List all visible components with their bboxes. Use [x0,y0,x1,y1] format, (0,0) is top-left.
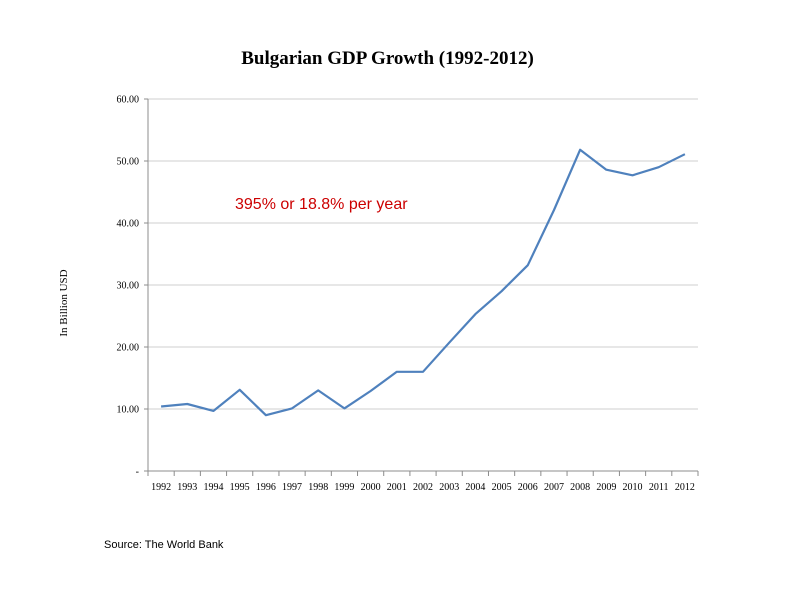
series-lines [160,148,686,417]
x-tick-label: 2011 [649,482,669,493]
y-tick-label: 50.00 [117,157,140,168]
series-line [160,148,686,417]
x-tick-label: 2012 [675,482,695,493]
growth-annotation: 395% or 18.8% per year [235,196,408,213]
y-tick-label: 60.00 [117,95,140,106]
chart-title: Bulgarian GDP Growth (1992-2012) [241,48,534,69]
x-tick-label: 2008 [570,482,590,493]
y-tick-labels: - 10.00 20.00 30.00 40.00 50.00 60.00 [117,95,140,478]
y-tick-label: - [136,467,139,478]
x-tick-label: 1997 [282,482,302,493]
x-tick-label: 1996 [256,482,276,493]
x-tick-label: 2005 [492,482,512,493]
x-tick-label: 1992 [151,482,171,493]
y-tick-label: 40.00 [117,219,140,230]
x-tick-label: 2001 [387,482,407,493]
x-tick-label: 2010 [623,482,643,493]
gridlines [148,98,698,410]
x-tick-label: 1993 [177,482,197,493]
x-tick-label: 2004 [465,482,485,493]
x-tick-label: 1999 [334,482,354,493]
axes [144,98,699,476]
x-tick-label: 2006 [518,482,538,493]
y-tick-label: 20.00 [117,343,140,354]
x-tick-label: 1998 [308,482,328,493]
y-tick-label: 10.00 [117,405,140,416]
x-tick-label: 2007 [544,482,564,493]
x-tick-label: 2002 [413,482,433,493]
x-tick-label: 1994 [203,482,223,493]
x-tick-label: 2009 [596,482,616,493]
x-tick-label: 2000 [361,482,381,493]
y-tick-label: 30.00 [117,281,140,292]
x-tick-label: 1995 [230,482,250,493]
source-note: Source: The World Bank [104,539,224,551]
x-tick-labels: 1992 1993 1994 1995 1996 1997 1998 1999 2000 2001… [151,482,695,493]
x-tick-label: 2003 [439,482,459,493]
